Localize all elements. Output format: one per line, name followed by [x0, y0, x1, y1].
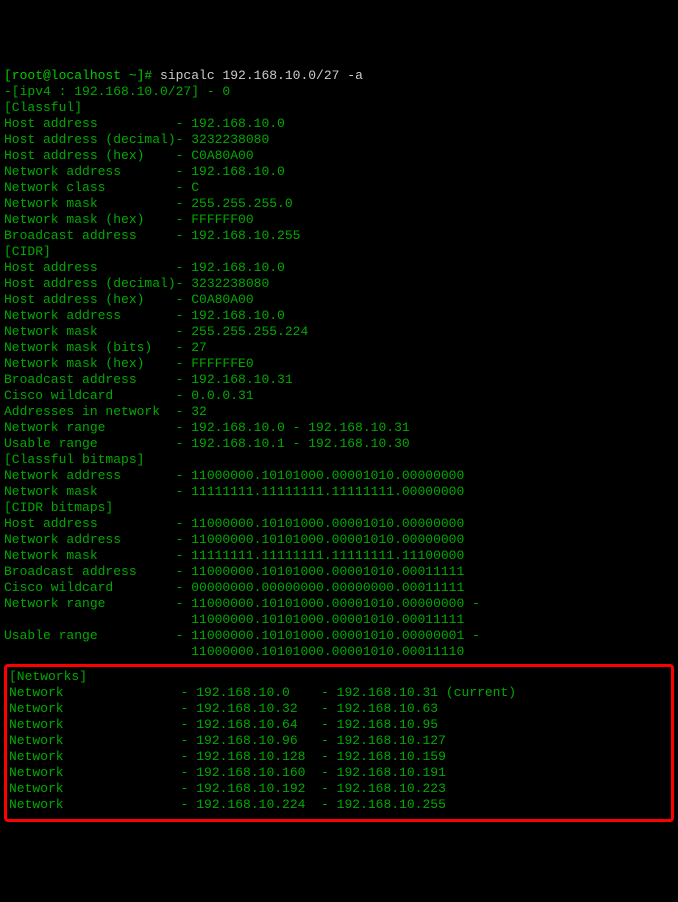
kv-row-cont: 11000000.10101000.00001010.00011111 [4, 612, 674, 628]
kv-row: Host address (decimal)- 3232238080 [4, 276, 674, 292]
network-row: Network - 192.168.10.64 - 192.168.10.95 [9, 717, 669, 733]
prompt-command: sipcalc 192.168.10.0/27 -a [160, 68, 363, 83]
network-row: Network - 192.168.10.0 - 192.168.10.31 (… [9, 685, 669, 701]
kv-row: Network mask - 255.255.255.0 [4, 196, 674, 212]
kv-row: Broadcast address - 192.168.10.31 [4, 372, 674, 388]
section-title: [CIDR bitmaps] [4, 500, 674, 516]
kv-row: Host address - 11000000.10101000.0000101… [4, 516, 674, 532]
prompt-line: [root@localhost ~]# sipcalc 192.168.10.0… [4, 68, 674, 84]
kv-row: Broadcast address - 192.168.10.255 [4, 228, 674, 244]
kv-row: Network mask (bits) - 27 [4, 340, 674, 356]
kv-row: Host address (decimal)- 3232238080 [4, 132, 674, 148]
section-title: [Networks] [9, 669, 669, 685]
kv-row: Network class - C [4, 180, 674, 196]
section-title: [Classful] [4, 100, 674, 116]
kv-row: Network address - 11000000.10101000.0000… [4, 468, 674, 484]
kv-row: Broadcast address - 11000000.10101000.00… [4, 564, 674, 580]
kv-row: Host address - 192.168.10.0 [4, 116, 674, 132]
kv-row: Host address - 192.168.10.0 [4, 260, 674, 276]
kv-row: Network mask (hex) - FFFFFFE0 [4, 356, 674, 372]
kv-row-cont: 11000000.10101000.00001010.00011110 [4, 644, 674, 660]
terminal-output: [root@localhost ~]# sipcalc 192.168.10.0… [4, 68, 674, 822]
kv-row: Network mask - 11111111.11111111.1111111… [4, 548, 674, 564]
kv-row: Network address - 192.168.10.0 [4, 308, 674, 324]
section-title: [CIDR] [4, 244, 674, 260]
networks-highlight-box: [Networks]Network - 192.168.10.0 - 192.1… [4, 664, 674, 822]
kv-row: Addresses in network - 32 [4, 404, 674, 420]
kv-row: Network mask - 255.255.255.224 [4, 324, 674, 340]
network-row: Network - 192.168.10.160 - 192.168.10.19… [9, 765, 669, 781]
header-line: -[ipv4 : 192.168.10.0/27] - 0 [4, 84, 674, 100]
prompt-user-host: [root@localhost ~]# [4, 68, 160, 83]
kv-row: Network address - 192.168.10.0 [4, 164, 674, 180]
kv-row: Cisco wildcard - 0.0.0.31 [4, 388, 674, 404]
network-row: Network - 192.168.10.32 - 192.168.10.63 [9, 701, 669, 717]
kv-row: Usable range - 192.168.10.1 - 192.168.10… [4, 436, 674, 452]
network-row: Network - 192.168.10.96 - 192.168.10.127 [9, 733, 669, 749]
kv-row: Usable range - 11000000.10101000.0000101… [4, 628, 674, 644]
kv-row: Network address - 11000000.10101000.0000… [4, 532, 674, 548]
kv-row: Host address (hex) - C0A80A00 [4, 148, 674, 164]
network-row: Network - 192.168.10.224 - 192.168.10.25… [9, 797, 669, 813]
kv-row: Host address (hex) - C0A80A00 [4, 292, 674, 308]
kv-row: Network range - 192.168.10.0 - 192.168.1… [4, 420, 674, 436]
kv-row: Network mask - 11111111.11111111.1111111… [4, 484, 674, 500]
network-row: Network - 192.168.10.192 - 192.168.10.22… [9, 781, 669, 797]
network-row: Network - 192.168.10.128 - 192.168.10.15… [9, 749, 669, 765]
kv-row: Network range - 11000000.10101000.000010… [4, 596, 674, 612]
kv-row: Cisco wildcard - 00000000.00000000.00000… [4, 580, 674, 596]
section-title: [Classful bitmaps] [4, 452, 674, 468]
kv-row: Network mask (hex) - FFFFFF00 [4, 212, 674, 228]
